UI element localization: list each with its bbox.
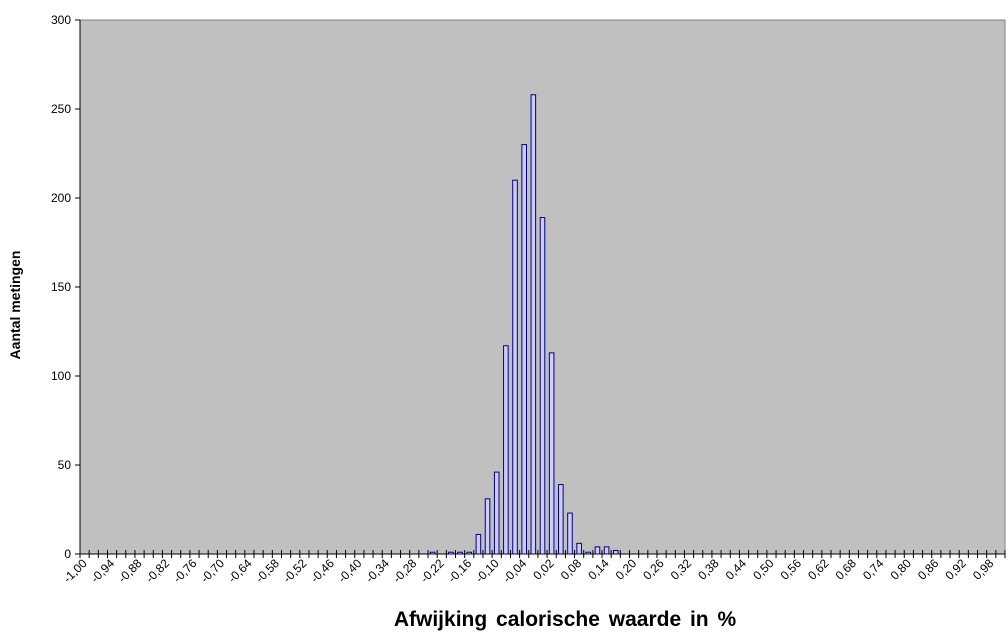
bar <box>576 542 582 555</box>
x-tick-label: -0,04 <box>500 556 529 585</box>
x-tick-label: -0,82 <box>143 556 172 585</box>
y-axis-label: Aantal metingen <box>7 251 23 360</box>
x-tick-label: -0,58 <box>253 556 282 585</box>
x-tick-label: 0,92 <box>942 556 969 583</box>
x-tick-label: 0,14 <box>585 556 612 583</box>
x-tick-label: 0,56 <box>778 556 805 583</box>
bar <box>521 144 527 555</box>
x-tick-label: 0,86 <box>915 556 942 583</box>
x-tick-label: -0,34 <box>363 556 392 585</box>
x-tick-label: 0,80 <box>888 556 915 583</box>
x-tick-label: 0,44 <box>723 556 750 583</box>
x-tick-label: -0,46 <box>308 556 337 585</box>
x-tick-label: 0,98 <box>970 556 997 583</box>
x-tick-label: -0,94 <box>88 556 117 585</box>
x-tick-label: 0,68 <box>833 556 860 583</box>
bar <box>539 217 546 555</box>
x-tick-label: 0,02 <box>530 556 557 583</box>
y-tick-label: 150 <box>51 280 71 294</box>
bar <box>512 179 518 555</box>
bar <box>548 352 555 555</box>
bar <box>466 551 473 555</box>
x-tick-label: -0,28 <box>390 556 419 585</box>
bar <box>585 551 592 555</box>
y-tick-label: 200 <box>51 191 71 205</box>
y-tick-label: 0 <box>64 547 71 561</box>
x-tick-label: 0,38 <box>695 556 722 583</box>
x-tick-label: -0,76 <box>170 556 199 585</box>
bar <box>475 533 482 555</box>
x-tick-label: -0,40 <box>335 556 364 585</box>
x-tick-label: -0,22 <box>418 556 447 585</box>
x-tick-label: 0,20 <box>613 556 640 583</box>
x-tick-label: 0,32 <box>668 556 695 583</box>
x-tick-label: 0,08 <box>558 556 585 583</box>
bar <box>530 94 537 555</box>
bar <box>567 512 573 555</box>
x-tick-label: -0,88 <box>115 556 144 585</box>
x-tick-label: -0,52 <box>280 556 309 585</box>
bar <box>503 345 509 555</box>
y-tick-label: 100 <box>51 369 71 383</box>
x-tick-label: 0,62 <box>805 556 832 583</box>
bar <box>493 471 500 555</box>
bar <box>484 498 491 555</box>
y-tick-label: 50 <box>58 458 72 472</box>
bar <box>603 546 610 555</box>
x-tick-label: 0,50 <box>750 556 777 583</box>
x-axis-label: Afwijking calorische waarde in % <box>394 608 737 631</box>
bar <box>594 546 601 555</box>
x-tick-label: -0,16 <box>445 556 474 585</box>
x-tick-label: -0,70 <box>198 556 227 585</box>
x-tick-label: 0,74 <box>860 556 887 583</box>
bar <box>612 549 619 555</box>
bar <box>448 551 454 555</box>
bar <box>558 484 564 555</box>
y-tick-label: 300 <box>51 13 71 27</box>
y-tick-label: 250 <box>51 102 71 116</box>
bar <box>457 551 463 555</box>
x-tick-label: 0,26 <box>640 556 667 583</box>
x-tick-label: -0,10 <box>473 556 502 585</box>
x-tick-label: -0,64 <box>225 556 254 585</box>
bar <box>429 551 436 555</box>
